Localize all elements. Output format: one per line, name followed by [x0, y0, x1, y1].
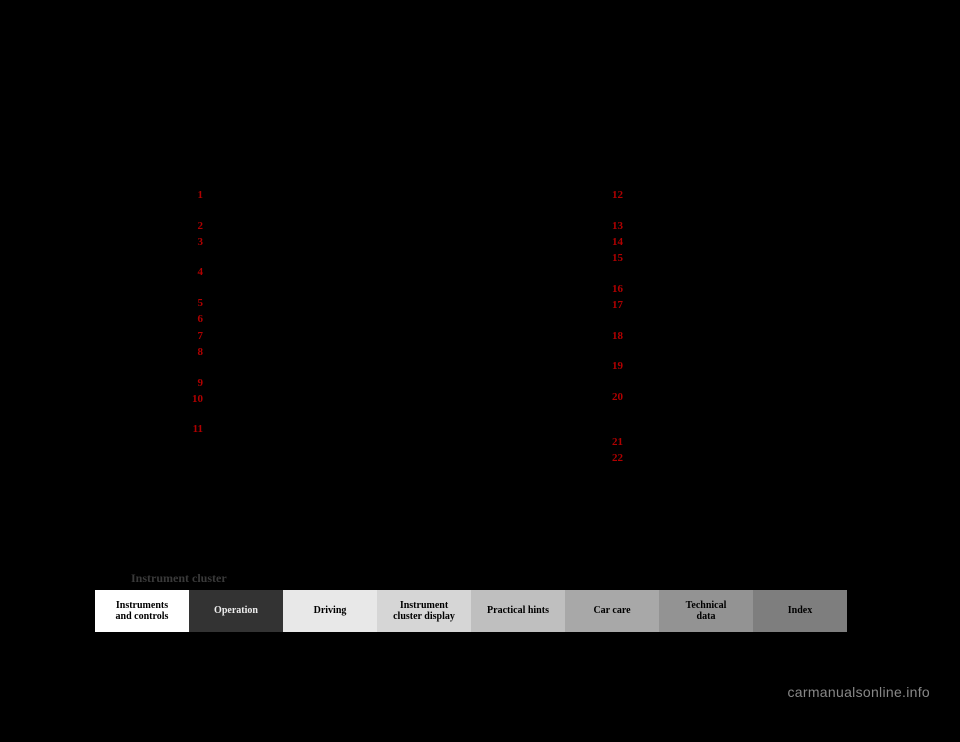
legend-num: 7	[183, 329, 203, 343]
legend-item: 9Tachometer, see page 79	[183, 376, 540, 390]
legend-num: 16	[603, 282, 623, 296]
legend-item: 5Odometer	[183, 296, 540, 310]
legend-item: 3Coolant temperature gauge,see page 78	[183, 235, 540, 264]
legend-item: 16Charge indicator lamp, see page 218	[603, 282, 960, 296]
legend-num: 13	[603, 219, 623, 233]
legend-item: 22Seat belt warning lamp, see page 222	[603, 451, 960, 465]
legend-text: Knob for intensity of instrument lamps(t…	[623, 251, 813, 280]
tab-index[interactable]: Index	[753, 590, 847, 632]
page-number: 76	[110, 140, 121, 152]
legend-item: 10Engine oil temperature gauge,see page …	[183, 392, 540, 421]
legend-text: Speedometer	[203, 329, 270, 343]
content-area: 1Engine oil level indicator,see page 111…	[0, 188, 960, 467]
legend-text: Outside temperature indicator,see page 7…	[623, 188, 767, 217]
legend-item: 21"CHECK ENGINE" lamp, see page 218	[603, 435, 960, 449]
legend-text: Tachometer, see page 79	[203, 376, 321, 390]
legend-text: Coolant temperature gauge,see page 78	[203, 235, 335, 264]
legend-text: Odometer	[203, 296, 257, 310]
legend-item: 13Clock, see page 83	[603, 219, 960, 233]
watermark: carmanualsonline.info	[788, 684, 931, 700]
tab-car-care[interactable]: Car care	[565, 590, 659, 632]
tab-instruments-controls[interactable]: Instrumentsand controls	[95, 590, 189, 632]
legend-item: 2Fuel gauge with reserve warning	[183, 219, 540, 233]
legend-num: 4	[183, 265, 203, 279]
tab-practical-hints[interactable]: Practical hints	[471, 590, 565, 632]
legend-item: 11Right turn signal indicator lamp(green…	[183, 422, 540, 451]
legend-num: 12	[603, 188, 623, 202]
legend-num: 19	[603, 359, 623, 373]
section-label: Instrument cluster	[131, 571, 227, 586]
legend-item: 4Left turn signal indicator lamp(green)	[183, 265, 540, 294]
legend-text: Engine oil temperature gauge,see page 79	[203, 392, 346, 421]
legend-text: "CHECK ENGINE" lamp, see page 218	[623, 435, 810, 449]
legend-text: Knob for setting clock (d), see page 83	[623, 235, 804, 249]
legend-num: 2	[183, 219, 203, 233]
legend-num: 8	[183, 345, 203, 359]
legend-text: Fuel reserve and fuel cap placementwarni…	[623, 298, 792, 327]
legend-num: 15	[603, 251, 623, 265]
legend-num: 6	[183, 312, 203, 326]
legend-num: 18	[603, 329, 623, 343]
legend-num: 9	[183, 376, 203, 390]
legend-text: High beam indicator lamp,see page 222	[623, 359, 751, 388]
legend-num: 20	[603, 390, 623, 404]
legend-num: 10	[183, 392, 203, 406]
legend-text: Fuel gauge with reserve warning	[203, 219, 357, 233]
legend-num: 1	[183, 188, 203, 202]
legend-item: 15Knob for intensity of instrument lamps…	[603, 251, 960, 280]
legend-item: 8FSS (Flexible service system),see page …	[183, 345, 540, 374]
legend-item: 14Knob for setting clock (d), see page 8…	[603, 235, 960, 249]
tab-operation[interactable]: Operation	[189, 590, 283, 632]
legend-num: 11	[183, 422, 203, 436]
legend-item: 6Trip odometer, see page 80	[183, 312, 540, 326]
right-column: 12Outside temperature indicator,see page…	[550, 188, 960, 467]
legend-item: 19High beam indicator lamp,see page 222	[603, 359, 960, 388]
legend-item: 1Engine oil level indicator,see page 111	[183, 188, 540, 217]
legend-num: 5	[183, 296, 203, 310]
legend-num: 17	[603, 298, 623, 312]
legend-text: Right turn signal indicator lamp(green)	[203, 422, 354, 451]
tab-instrument-cluster-display[interactable]: Instrumentcluster display	[377, 590, 471, 632]
legend-text: Seat belt warning lamp, see page 222	[623, 451, 797, 465]
legend-item: 17Fuel reserve and fuel cap placementwar…	[603, 298, 960, 327]
legend-text: FSS (Flexible service system),see page 8…	[203, 345, 347, 374]
tab-technical-data[interactable]: Technicaldata	[659, 590, 753, 632]
tab-bar: Instrumentsand controls Operation Drivin…	[95, 590, 847, 632]
legend-text: Engine oil level indicator,see page 111	[203, 188, 327, 217]
legend-num: 21	[603, 435, 623, 449]
legend-item: 18ABS malfunction indicator lamp,see pag…	[603, 329, 960, 358]
legend-text: Charge indicator lamp, see page 218	[623, 282, 793, 296]
legend-text: ABS malfunction indicator lamp,see page …	[623, 329, 780, 358]
legend-item: 20ESP warning lamp, see page 219 andESP …	[603, 390, 960, 433]
legend-num: 22	[603, 451, 623, 465]
legend-text: ESP warning lamp, see page 219 andESP fu…	[623, 390, 796, 433]
legend-text: Left turn signal indicator lamp(green)	[203, 265, 347, 294]
left-column: 1Engine oil level indicator,see page 111…	[0, 188, 550, 467]
legend-item: 12Outside temperature indicator,see page…	[603, 188, 960, 217]
tab-driving[interactable]: Driving	[283, 590, 377, 632]
legend-item: 7Speedometer	[183, 329, 540, 343]
legend-text: Clock, see page 83	[623, 219, 716, 233]
legend-num: 14	[603, 235, 623, 249]
legend-text: Trip odometer, see page 80	[203, 312, 332, 326]
legend-num: 3	[183, 235, 203, 249]
